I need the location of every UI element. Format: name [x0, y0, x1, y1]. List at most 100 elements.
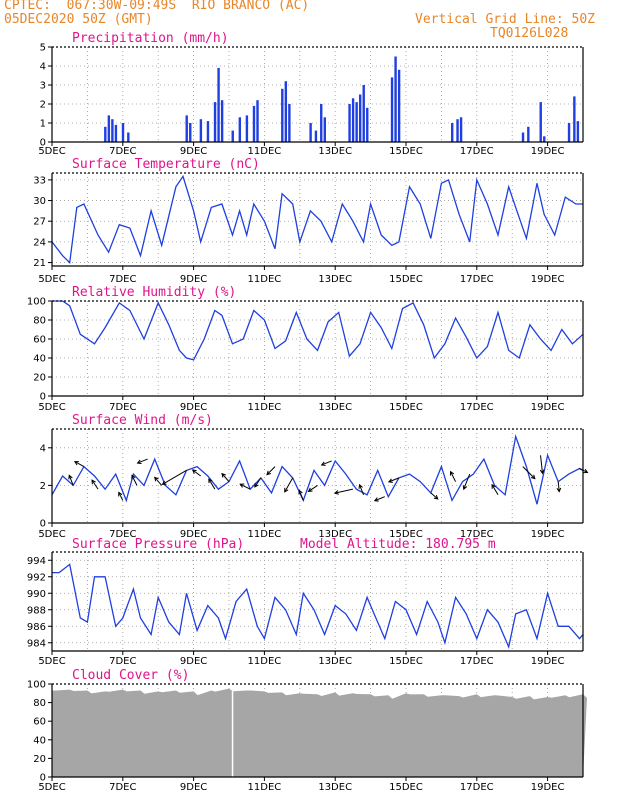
wind-arrow: [74, 461, 85, 468]
y-tick-label: 80: [33, 698, 46, 709]
precip-bar: [451, 123, 454, 142]
x-tick-label: 7DEC: [109, 402, 136, 413]
x-tick-label: 13DEC: [318, 402, 352, 413]
wind-arrow-head: [358, 483, 363, 489]
y-tick-label: 4: [40, 443, 46, 454]
x-tick-label: 19DEC: [531, 782, 565, 793]
x-tick-label: 11DEC: [248, 146, 282, 157]
x-tick-label: 15DEC: [389, 274, 423, 285]
precip-bar: [281, 88, 284, 142]
y-tick-label: 33: [33, 175, 46, 186]
wind-arrow: [308, 484, 318, 492]
x-tick-label: 17DEC: [460, 146, 494, 157]
precip-bar: [231, 130, 234, 142]
wind-arrow-head: [239, 483, 245, 488]
x-tick-label: 11DEC: [248, 656, 282, 667]
x-tick-label: 7DEC: [109, 274, 136, 285]
series-line: [52, 300, 584, 361]
wind-arrow-head: [208, 478, 213, 484]
wind-arrow: [154, 477, 163, 486]
precip-bar: [199, 119, 203, 142]
wind-arrow-head: [433, 495, 439, 500]
x-tick-label: 15DEC: [389, 782, 423, 793]
wind-arrow-head: [254, 482, 259, 488]
series-line: [52, 563, 584, 650]
y-tick-label: 27: [33, 217, 46, 228]
wind-arrow-head: [136, 459, 142, 465]
y-tick-label: 80: [33, 316, 46, 327]
panel-title: Precipitation (mm/h): [72, 31, 229, 46]
precip-bar: [121, 123, 125, 142]
wind-arrow-head: [68, 474, 73, 480]
y-tick-label: 5: [40, 43, 46, 54]
wind-arrow: [254, 477, 262, 488]
precip-bar: [348, 104, 351, 142]
precip-bar: [362, 85, 365, 142]
precip-bar: [366, 107, 369, 142]
x-tick-label: 19DEC: [531, 402, 565, 413]
header-line1-left: CPTEC: 067:30W-09:49S RIO BRANCO (AC): [4, 0, 310, 13]
precip-bar: [539, 102, 542, 142]
wind-arrow: [388, 477, 400, 483]
wind-arrow: [221, 473, 230, 482]
x-tick-label: 15DEC: [389, 146, 423, 157]
precip-bar: [459, 117, 463, 142]
wind-arrow: [334, 488, 354, 494]
x-tick-label: 11DEC: [248, 274, 282, 285]
x-tick-label: 17DEC: [460, 529, 494, 540]
y-tick-label: 0: [40, 392, 46, 403]
y-tick-label: 994: [27, 556, 46, 567]
y-tick-label: 0: [40, 138, 46, 149]
wind-arrow: [522, 466, 536, 479]
wind-arrow: [162, 469, 187, 485]
x-tick-label: 11DEC: [248, 529, 282, 540]
wind-arrow-head: [373, 497, 379, 502]
x-tick-label: 5DEC: [38, 146, 65, 157]
precip-bar: [351, 98, 355, 142]
y-tick-label: 988: [27, 605, 46, 616]
x-tick-label: 15DEC: [389, 656, 423, 667]
wind-arrow-head: [221, 472, 226, 478]
x-tick-label: 9DEC: [180, 529, 207, 540]
x-tick-label: 13DEC: [318, 274, 352, 285]
x-tick-label: 19DEC: [531, 146, 565, 157]
precip-bar: [185, 115, 188, 142]
wind-arrow: [321, 460, 332, 466]
wind-arrow-head: [491, 483, 496, 489]
x-tick-label: 5DEC: [38, 529, 65, 540]
x-tick-label: 7DEC: [109, 529, 136, 540]
wind-arrow-head: [131, 474, 136, 480]
wind-arrow: [68, 475, 74, 486]
wind-arrow: [374, 496, 385, 502]
wind-arrow: [284, 477, 294, 493]
y-tick-label: 20: [33, 373, 46, 384]
wind-arrow: [430, 492, 439, 500]
wind-arrow-head: [73, 461, 79, 466]
precip-bar: [573, 96, 576, 142]
precip-bar: [217, 67, 220, 142]
panel-title: Surface Wind (m/s): [72, 413, 213, 428]
y-tick-label: 0: [40, 519, 46, 530]
wind-arrow: [131, 475, 138, 486]
series-line: [51, 174, 583, 264]
wind-arrow-head: [161, 480, 167, 485]
wind-arrow-head: [583, 468, 589, 474]
x-tick-label: 5DEC: [38, 402, 65, 413]
precip-bar: [576, 121, 580, 142]
wind-arrow: [540, 455, 544, 474]
y-tick-label: 4: [40, 62, 46, 73]
wind-arrow-head: [387, 478, 393, 483]
wind-arrow: [491, 484, 499, 496]
precip-bar: [390, 77, 394, 142]
precip-bar: [127, 132, 130, 142]
wind-arrow-head: [191, 469, 197, 474]
x-tick-label: 9DEC: [180, 656, 207, 667]
panel-title: Surface Pressure (hPa): [72, 537, 244, 552]
x-tick-label: 7DEC: [109, 782, 136, 793]
y-tick-label: 100: [27, 297, 46, 308]
x-tick-label: 17DEC: [460, 656, 494, 667]
precip-bar: [521, 132, 525, 142]
precip-bar: [527, 126, 530, 142]
precip-bar: [114, 124, 118, 142]
wind-arrow-head: [284, 487, 289, 493]
